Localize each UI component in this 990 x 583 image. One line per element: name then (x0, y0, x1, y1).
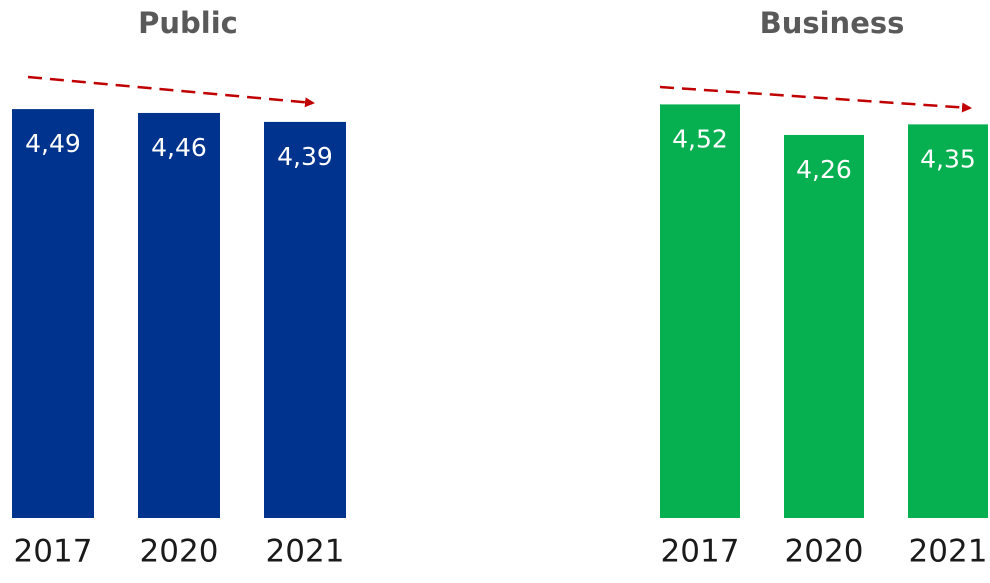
x-tick-label: 2021 (909, 534, 988, 570)
bar (12, 109, 94, 518)
trend-arrow (659, 85, 972, 113)
value-label: 4,46 (151, 133, 207, 162)
chart-title: Public (138, 6, 238, 40)
chart-title: Business (760, 6, 905, 40)
bar (264, 121, 346, 518)
bar (138, 112, 220, 518)
x-tick-label: 2017 (14, 534, 93, 570)
value-label: 4,52 (672, 124, 728, 153)
x-tick-label: 2021 (266, 534, 345, 570)
trend-arrow (27, 75, 315, 108)
x-tick-label: 2020 (140, 534, 219, 570)
value-label: 4,26 (796, 155, 852, 184)
x-tick-label: 2017 (661, 534, 740, 570)
bar (660, 104, 740, 519)
value-label: 4,39 (277, 142, 333, 171)
bar (784, 134, 864, 518)
value-label: 4,49 (25, 129, 81, 158)
x-tick-label: 2020 (785, 534, 864, 570)
value-label: 4,35 (920, 144, 976, 173)
bar (908, 124, 988, 518)
